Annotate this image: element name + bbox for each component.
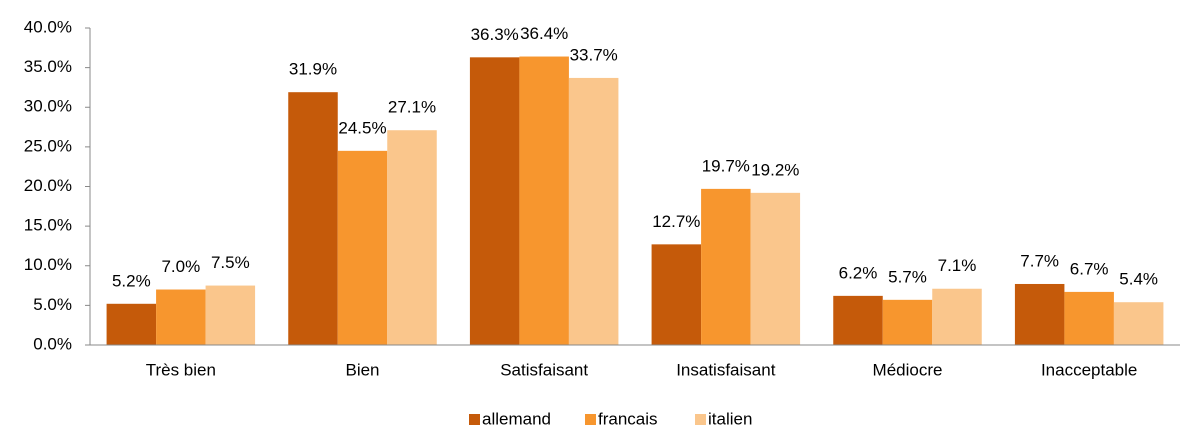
bar — [106, 303, 157, 345]
value-label: 5.4% — [1119, 270, 1158, 289]
legend-swatch — [585, 414, 596, 425]
value-label: 27.1% — [388, 98, 436, 117]
value-label: 36.3% — [471, 25, 519, 44]
value-label: 7.7% — [1020, 251, 1059, 270]
bar — [288, 92, 338, 345]
y-tick-label: 25.0% — [24, 136, 72, 155]
x-tick-label: Très bien — [146, 360, 216, 379]
bar — [750, 192, 801, 345]
value-label: 24.5% — [338, 118, 386, 137]
bar — [568, 77, 619, 346]
bar — [156, 289, 206, 345]
value-label: 7.5% — [211, 253, 250, 272]
x-tick-label: Médiocre — [873, 360, 943, 379]
value-label: 36.4% — [520, 24, 568, 43]
value-label: 33.7% — [570, 45, 618, 64]
y-tick-label: 40.0% — [24, 17, 72, 36]
y-tick-label: 5.0% — [33, 295, 72, 314]
value-label: 7.0% — [161, 257, 200, 276]
bar — [387, 130, 437, 345]
bar — [833, 295, 883, 345]
bar — [519, 56, 569, 345]
bar — [205, 285, 256, 345]
y-tick-label: 20.0% — [24, 176, 72, 195]
bar — [1014, 283, 1065, 345]
y-tick-label: 10.0% — [24, 255, 72, 274]
y-tick-label: 35.0% — [24, 57, 72, 76]
x-tick-label: Insatisfaisant — [676, 360, 775, 379]
bar — [701, 188, 751, 345]
value-label: 6.7% — [1070, 259, 1109, 278]
bar — [469, 57, 520, 345]
y-tick-label: 30.0% — [24, 97, 72, 116]
y-tick-label: 15.0% — [24, 216, 72, 235]
bar — [651, 244, 702, 345]
value-label: 19.2% — [751, 160, 799, 179]
bar — [932, 288, 982, 345]
legend-label: francais — [598, 409, 658, 428]
y-tick-label: 0.0% — [33, 334, 72, 353]
value-label: 6.2% — [839, 263, 878, 282]
legend-label: italien — [708, 409, 752, 428]
value-label: 12.7% — [652, 212, 700, 231]
value-label: 5.7% — [888, 267, 927, 286]
legend-swatch — [695, 414, 706, 425]
legend-swatch — [469, 414, 480, 425]
bar — [882, 299, 933, 345]
x-tick-label: Bien — [345, 360, 379, 379]
value-label: 7.1% — [938, 256, 977, 275]
legend-label: allemand — [482, 409, 551, 428]
x-tick-label: Satisfaisant — [500, 360, 588, 379]
bar — [1064, 291, 1114, 345]
x-tick-label: Inacceptable — [1041, 360, 1137, 379]
value-label: 19.7% — [702, 156, 750, 175]
value-label: 31.9% — [289, 60, 337, 79]
bar — [337, 150, 388, 345]
bar — [1113, 302, 1164, 345]
value-label: 5.2% — [112, 271, 151, 290]
